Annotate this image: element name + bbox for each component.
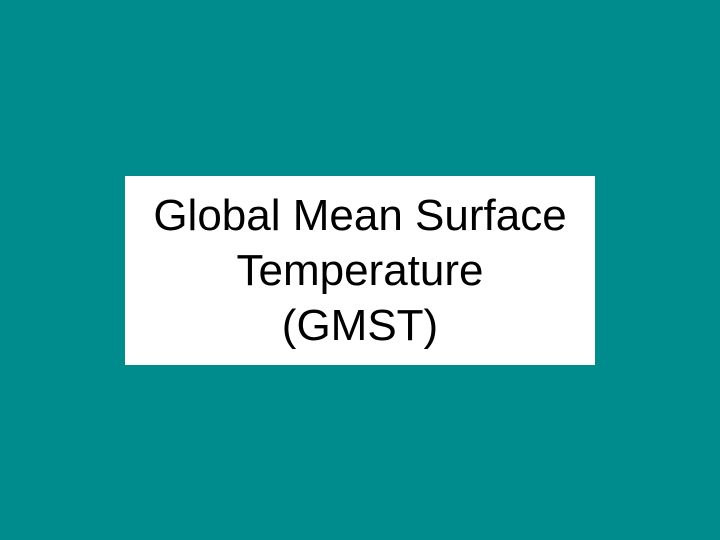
title-line-2: Temperature xyxy=(153,243,566,298)
title-line-3: (GMST) xyxy=(153,298,566,353)
slide: Global Mean Surface Temperature (GMST) xyxy=(0,0,720,540)
title-box: Global Mean Surface Temperature (GMST) xyxy=(125,176,594,365)
title-line-1: Global Mean Surface xyxy=(153,188,566,243)
